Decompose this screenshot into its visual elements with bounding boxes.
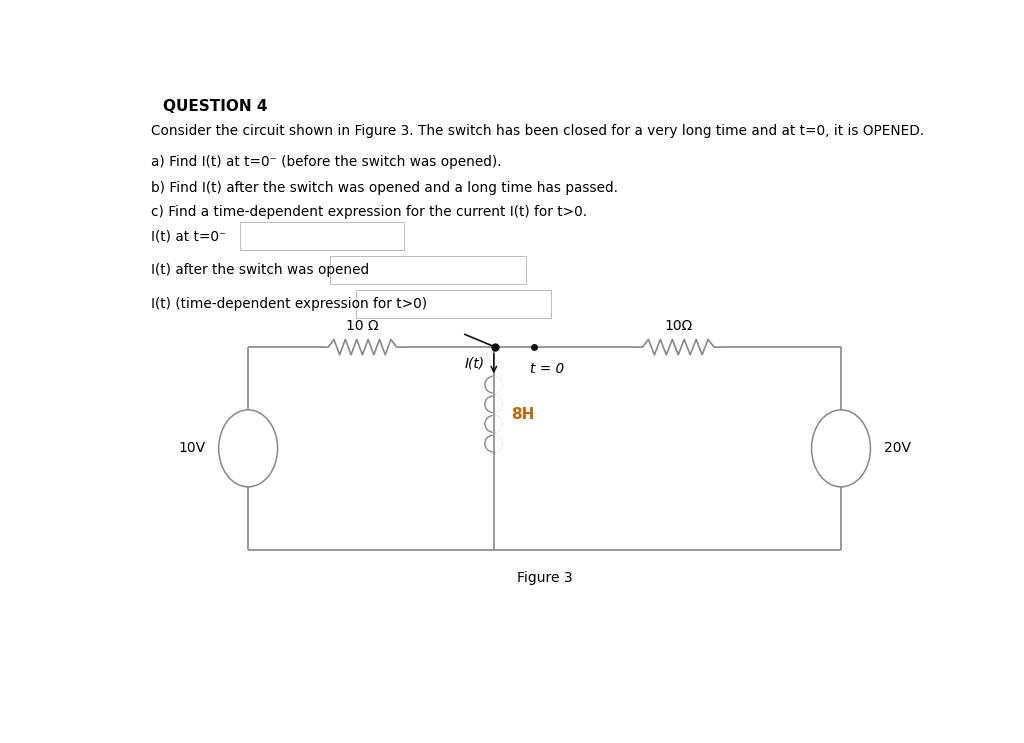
Polygon shape: [494, 376, 502, 393]
Text: b) Find I(t) after the switch was opened and a long time has passed.: b) Find I(t) after the switch was opened…: [152, 181, 618, 195]
Text: I(t) (time-dependent expression for t>0): I(t) (time-dependent expression for t>0): [152, 297, 427, 311]
Text: +: +: [830, 425, 841, 438]
Text: I(t) at t=0⁻: I(t) at t=0⁻: [152, 230, 226, 243]
Text: I(t): I(t): [464, 357, 484, 371]
Polygon shape: [494, 396, 502, 412]
Text: Consider the circuit shown in Figure 3. The switch has been closed for a very lo: Consider the circuit shown in Figure 3. …: [152, 124, 925, 137]
Text: −: −: [830, 459, 841, 472]
Circle shape: [485, 435, 502, 452]
Text: c) Find a time-dependent expression for the current I(t) for t>0.: c) Find a time-dependent expression for …: [152, 205, 588, 219]
Text: 10 Ω: 10 Ω: [346, 319, 379, 334]
Text: a) Find I(t) at t=0⁻ (before the switch was opened).: a) Find I(t) at t=0⁻ (before the switch …: [152, 155, 502, 169]
Text: I(t) after the switch was opened: I(t) after the switch was opened: [152, 263, 370, 277]
Text: 20V: 20V: [884, 441, 910, 455]
Text: 8H: 8H: [511, 406, 535, 421]
Ellipse shape: [812, 410, 870, 487]
Circle shape: [485, 376, 502, 393]
Text: Figure 3: Figure 3: [517, 571, 572, 585]
Ellipse shape: [219, 410, 278, 487]
FancyBboxPatch shape: [240, 222, 403, 250]
Circle shape: [485, 396, 502, 412]
Text: t = 0: t = 0: [530, 362, 564, 376]
FancyBboxPatch shape: [331, 256, 525, 284]
Text: 10V: 10V: [178, 441, 206, 455]
Text: −: −: [238, 459, 248, 472]
Circle shape: [485, 415, 502, 432]
Text: 10Ω: 10Ω: [665, 319, 692, 334]
FancyBboxPatch shape: [356, 290, 551, 318]
Text: +: +: [238, 425, 248, 438]
Text: QUESTION 4: QUESTION 4: [163, 99, 267, 114]
Polygon shape: [494, 415, 502, 432]
Polygon shape: [494, 435, 502, 452]
